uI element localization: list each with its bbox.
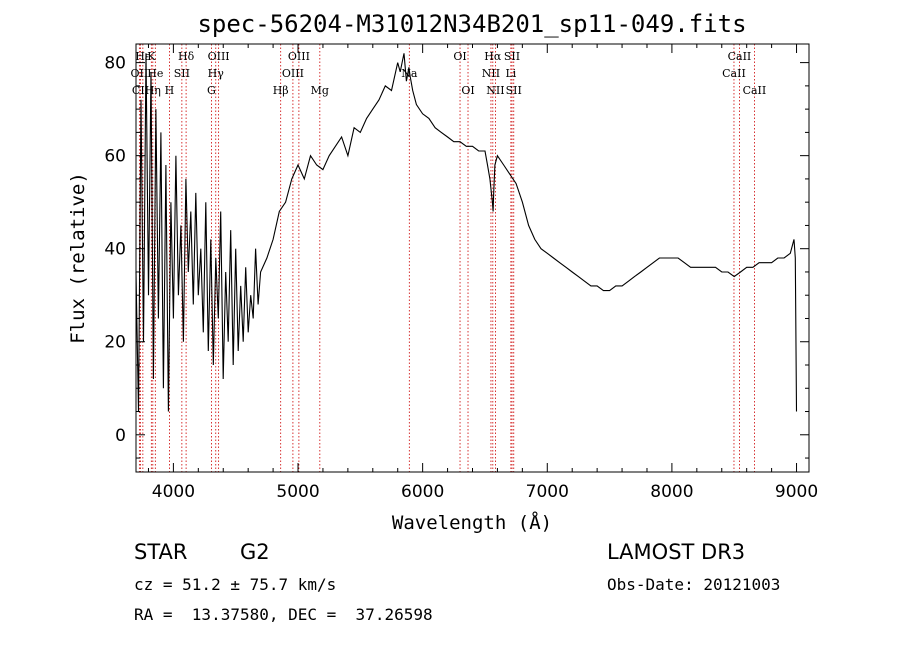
line-label: G bbox=[207, 84, 216, 97]
x-tick-label: 6000 bbox=[401, 482, 444, 502]
line-label: H bbox=[165, 84, 175, 97]
line-label: OI bbox=[461, 84, 474, 97]
line-label: NII bbox=[482, 67, 500, 80]
object-subclass: G2 bbox=[240, 540, 270, 564]
line-label: Hη bbox=[145, 84, 161, 97]
object-class: STAR bbox=[134, 540, 188, 564]
coordinates: RA = 13.37580, DEC = 37.26598 bbox=[134, 605, 433, 624]
line-label: OIII bbox=[288, 50, 310, 63]
line-label: Hε bbox=[135, 50, 151, 63]
line-label: OIII bbox=[282, 67, 304, 80]
x-axis-ticks: 4000 5000 6000 7000 8000 9000 bbox=[147, 44, 818, 502]
x-tick-label: 4000 bbox=[152, 482, 195, 502]
line-label: Hδ bbox=[178, 50, 195, 63]
plot-frame bbox=[135, 43, 810, 473]
y-axis-ticks: 0 20 40 60 80 bbox=[104, 54, 809, 459]
x-tick-label: 5000 bbox=[276, 482, 319, 502]
survey-label: LAMOST DR3 bbox=[607, 540, 746, 564]
line-label: SII bbox=[504, 50, 520, 63]
chart-title: spec-56204-M31012N34B201_sp11-049.fits bbox=[197, 10, 746, 38]
line-label: NII bbox=[486, 84, 504, 97]
line-label: OIII bbox=[208, 50, 230, 63]
y-tick-label: 20 bbox=[104, 333, 126, 353]
y-tick-label: 40 bbox=[104, 240, 126, 260]
line-label: CaII bbox=[728, 50, 752, 63]
x-axis-label: Wavelength (Å) bbox=[392, 511, 552, 534]
line-label: OII bbox=[131, 67, 149, 80]
x-tick-label: 7000 bbox=[526, 482, 569, 502]
line-label: CaII bbox=[722, 67, 746, 80]
y-axis-label: Flux (relative) bbox=[67, 172, 89, 344]
redshift-cz: cz = 51.2 ± 75.7 km/s bbox=[134, 575, 337, 594]
line-label: Hβ bbox=[273, 84, 289, 97]
line-label: Mg bbox=[311, 84, 329, 97]
observation-date: Obs-Date: 20121003 bbox=[607, 575, 781, 594]
line-label: He bbox=[147, 67, 163, 80]
line-label: Hγ bbox=[208, 67, 225, 80]
spectrum-line bbox=[135, 53, 798, 412]
line-label: SII bbox=[506, 84, 522, 97]
x-tick-label: 9000 bbox=[775, 482, 818, 502]
x-tick-label: 8000 bbox=[650, 482, 693, 502]
line-label: OI bbox=[453, 50, 466, 63]
line-label: Hα bbox=[484, 50, 502, 63]
line-label: CaII bbox=[743, 84, 767, 97]
y-tick-label: 60 bbox=[104, 147, 126, 167]
line-label: Li bbox=[505, 67, 516, 80]
y-tick-label: 80 bbox=[104, 54, 126, 74]
line-label: SII bbox=[174, 67, 190, 80]
line-label: K bbox=[147, 50, 156, 63]
y-tick-label: 0 bbox=[115, 426, 126, 446]
